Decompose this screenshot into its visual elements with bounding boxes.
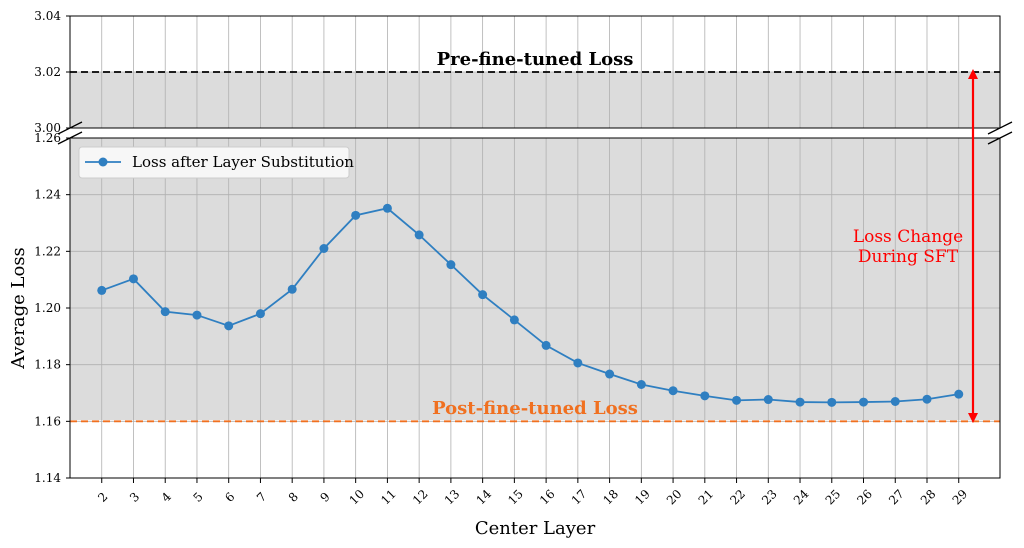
y-axis-label: Average Loss bbox=[8, 247, 29, 370]
data-point bbox=[636, 380, 646, 389]
series-loss-after-layer-substitution bbox=[97, 203, 964, 407]
y-tick-label: 3.00 bbox=[34, 121, 61, 135]
break-mark-right-top bbox=[987, 121, 1013, 135]
lower-panel: Post-fine-tuned Loss 1.14 1.16 1.18 1.20 1.2… bbox=[34, 131, 1001, 508]
x-tick-label: 14 bbox=[473, 487, 494, 508]
data-point bbox=[224, 321, 234, 331]
x-tick-label: 3 bbox=[127, 490, 142, 505]
data-point bbox=[382, 203, 392, 213]
x-tick-label: 22 bbox=[727, 487, 748, 508]
y-tick-label: 1.18 bbox=[34, 358, 61, 372]
y-tick-label: 1.16 bbox=[34, 414, 61, 428]
x-tick-label: 4 bbox=[159, 489, 175, 505]
data-point bbox=[287, 284, 297, 294]
series-line bbox=[101, 207, 959, 404]
y-tick-label: 3.04 bbox=[34, 9, 61, 23]
data-point bbox=[351, 210, 361, 220]
y-tick-label: 1.24 bbox=[34, 188, 61, 202]
data-point bbox=[668, 386, 678, 396]
x-tick-label: 19 bbox=[632, 487, 653, 508]
x-tick-label: 27 bbox=[886, 487, 907, 508]
x-tick-label: 17 bbox=[569, 487, 590, 508]
x-tick-label: 6 bbox=[222, 490, 237, 505]
x-tick-label: 28 bbox=[918, 487, 939, 508]
data-point bbox=[446, 260, 456, 270]
data-point bbox=[700, 391, 710, 401]
loss-change-label-line2: During SFT bbox=[858, 247, 959, 267]
x-tick-label: 21 bbox=[696, 487, 717, 508]
data-point bbox=[541, 340, 551, 350]
legend-marker-swatch bbox=[98, 157, 108, 167]
y-tick-label: 1.20 bbox=[34, 301, 61, 315]
legend: Loss after Layer Substitution bbox=[78, 146, 354, 179]
legend-label: Loss after Layer Substitution bbox=[132, 153, 354, 171]
x-axis-label: Center Layer bbox=[475, 518, 596, 539]
break-mark-left-bottom bbox=[57, 131, 83, 145]
data-point bbox=[573, 358, 583, 368]
x-tick-label: 20 bbox=[664, 487, 685, 508]
x-tick-label: 11 bbox=[378, 487, 399, 508]
legend-box bbox=[78, 146, 350, 179]
data-point bbox=[922, 394, 932, 404]
break-mark-left-top bbox=[57, 121, 83, 135]
data-point bbox=[97, 285, 107, 295]
data-point bbox=[859, 397, 869, 407]
y-tick-label: 1.14 bbox=[34, 471, 61, 485]
data-point bbox=[192, 310, 202, 320]
lower-y-ticks: 1.14 1.16 1.18 1.20 1.22 1.24 1.26 bbox=[34, 131, 70, 485]
y-tick-label: 1.22 bbox=[34, 244, 61, 258]
data-point bbox=[128, 274, 138, 284]
y-tick-label: 1.26 bbox=[34, 131, 61, 145]
data-point bbox=[478, 290, 488, 300]
loss-change-label-line1: Loss Change bbox=[853, 227, 963, 247]
x-tick-label: 16 bbox=[537, 487, 558, 508]
x-tick-label: 8 bbox=[286, 490, 301, 505]
data-point bbox=[605, 369, 615, 379]
x-tick-label: 29 bbox=[950, 487, 971, 508]
data-point bbox=[827, 397, 837, 407]
x-tick-label: 15 bbox=[505, 487, 526, 508]
x-tick-label: 13 bbox=[442, 487, 463, 508]
data-point bbox=[954, 389, 964, 399]
x-tick-label: 23 bbox=[759, 487, 780, 508]
x-tick-label: 9 bbox=[317, 490, 332, 505]
data-point bbox=[509, 315, 519, 325]
x-tick-label: 2 bbox=[95, 490, 110, 505]
x-ticks: 2 3 4 5 6 7 8 9 10 11 12 13 14 15 16 17 18 19 20 21 22 23 24 25… bbox=[95, 478, 970, 508]
lower-shaded-region bbox=[70, 138, 1000, 420]
data-point bbox=[414, 230, 424, 240]
data-point bbox=[255, 309, 265, 319]
break-mark-right-bottom bbox=[987, 131, 1013, 145]
y-tick-label: 3.02 bbox=[34, 65, 61, 79]
x-tick-label: 12 bbox=[410, 487, 431, 508]
pre-fine-tuned-label: Pre-fine-tuned Loss bbox=[437, 49, 634, 70]
upper-shaded-region bbox=[70, 72, 1000, 128]
x-tick-label: 5 bbox=[190, 490, 205, 505]
x-tick-label: 25 bbox=[823, 487, 844, 508]
x-tick-label: 18 bbox=[600, 487, 621, 508]
data-point bbox=[319, 244, 329, 253]
data-point bbox=[160, 307, 170, 317]
x-tick-label: 10 bbox=[346, 487, 367, 508]
axis-break-marks bbox=[57, 121, 1013, 145]
data-point bbox=[732, 395, 742, 405]
x-tick-label: 26 bbox=[854, 487, 875, 508]
data-point bbox=[763, 395, 773, 405]
upper-panel: Pre-fine-tuned Loss 3.00 3.02 3.04 bbox=[34, 9, 1001, 135]
data-point bbox=[795, 397, 805, 407]
post-fine-tuned-label: Post-fine-tuned Loss bbox=[432, 398, 638, 419]
x-tick-label: 24 bbox=[791, 487, 812, 508]
upper-y-ticks: 3.00 3.02 3.04 bbox=[34, 9, 70, 135]
x-tick-label: 7 bbox=[254, 490, 269, 505]
data-point bbox=[890, 397, 900, 406]
